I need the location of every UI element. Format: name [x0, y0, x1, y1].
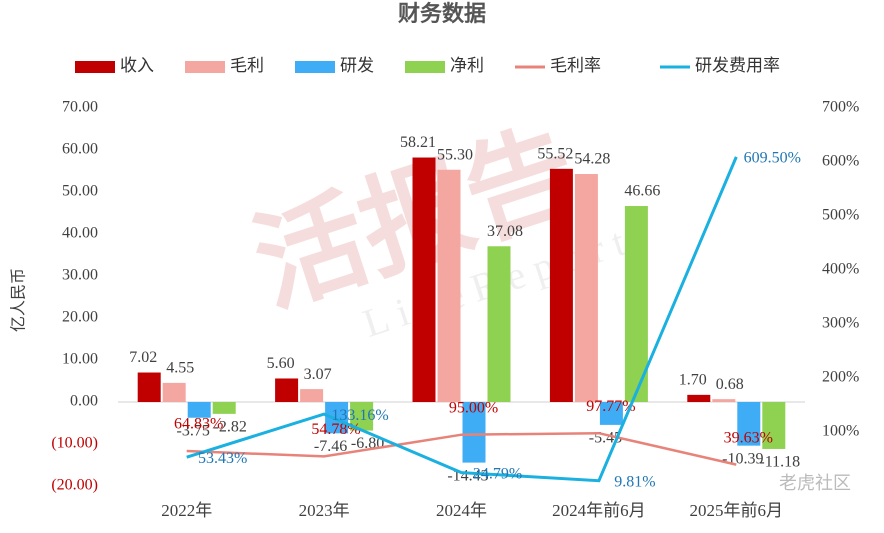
data-label: 7.02: [129, 349, 157, 366]
line: [186, 431, 737, 466]
y2-tick-label: 700%: [822, 99, 859, 116]
legend-swatch: [75, 61, 115, 73]
legend-label: 毛利: [230, 56, 264, 75]
y-tick-label: 60.00: [62, 141, 98, 158]
data-label: -11.18: [759, 454, 800, 471]
legend-swatch: [185, 61, 225, 73]
x-tick-label: 2023年: [299, 501, 350, 520]
y2-tick-label: 400%: [822, 261, 859, 278]
legend-swatch: [405, 61, 445, 73]
legend-label: 研发: [340, 56, 374, 75]
x-tick-label: 2024年: [436, 501, 487, 520]
legend-swatch: [295, 61, 335, 73]
legend-label: 研发费用率: [695, 56, 780, 75]
legend-label: 收入: [120, 56, 154, 75]
x-tick-label: 2022年: [161, 501, 212, 520]
data-label: 64.83%: [174, 416, 223, 433]
data-label: 58.21: [400, 134, 436, 151]
bar: [574, 174, 598, 402]
y-tick-label: 10.00: [62, 351, 98, 368]
bar: [212, 402, 236, 414]
bar: [687, 394, 711, 402]
data-label: 95.00%: [449, 399, 498, 416]
y-tick-label: (10.00): [51, 435, 98, 452]
data-label: 24.79%: [473, 465, 522, 482]
bar: [187, 402, 211, 418]
bar: [762, 402, 786, 449]
bar: [275, 378, 299, 402]
x-tick-label: 2024年前6月: [552, 501, 646, 520]
bar: [300, 389, 324, 402]
data-label: 9.81%: [614, 473, 655, 490]
bar: [487, 246, 511, 402]
data-label: -3.75: [177, 422, 210, 439]
data-label: -2.82: [214, 419, 247, 436]
y-tick-label: (20.00): [51, 477, 98, 494]
y2-tick-label: 200%: [822, 369, 859, 386]
data-label: 1.70: [679, 372, 707, 389]
bar: [162, 382, 186, 402]
data-label: 3.07: [304, 366, 332, 383]
y-tick-label: 30.00: [62, 267, 98, 284]
y2-tick-label: 300%: [822, 315, 859, 332]
bar: [412, 157, 436, 402]
bar: [462, 402, 486, 463]
x-tick-label: 2025年前6月: [690, 501, 784, 520]
bar: [624, 206, 648, 402]
y2-tick-label: 600%: [822, 153, 859, 170]
data-label: 4.55: [166, 360, 194, 377]
bar: [437, 169, 461, 402]
data-label: 97.77%: [586, 398, 635, 415]
line: [186, 156, 738, 483]
y-tick-label: 70.00: [62, 99, 98, 116]
bar: [325, 402, 349, 434]
bar: [350, 402, 374, 431]
data-label: 609.50%: [744, 150, 801, 167]
data-label: 55.30: [437, 146, 473, 163]
y-tick-label: 20.00: [62, 309, 98, 326]
bar: [549, 168, 573, 402]
legend-label: 净利: [450, 56, 484, 75]
data-label: -10.39: [722, 450, 763, 467]
watermark-text: 老虎社区: [779, 473, 851, 493]
data-label: 37.08: [487, 223, 523, 240]
y-axis-label: 亿人民币: [10, 268, 28, 332]
data-label: 133.16%: [331, 407, 388, 424]
chart-title: 财务数据: [398, 1, 486, 26]
data-label: 55.52: [537, 145, 573, 162]
data-label: 5.60: [267, 355, 295, 372]
bar: [599, 402, 623, 425]
data-label: -7.46: [314, 438, 347, 455]
y-tick-label: 0.00: [70, 393, 98, 410]
y-tick-label: 40.00: [62, 225, 98, 242]
y2-tick-label: 500%: [822, 207, 859, 224]
bar: [712, 399, 736, 402]
data-label: 54.28: [574, 151, 610, 168]
data-label: 46.66: [624, 183, 660, 200]
legend-label: 毛利率: [550, 56, 601, 75]
data-label: 39.63%: [724, 429, 773, 446]
bar: [137, 372, 161, 402]
y-tick-label: 50.00: [62, 183, 98, 200]
bar: [737, 402, 761, 446]
data-label: 53.43%: [198, 450, 247, 467]
data-label: 0.68: [716, 376, 744, 393]
y2-tick-label: 100%: [822, 423, 859, 440]
